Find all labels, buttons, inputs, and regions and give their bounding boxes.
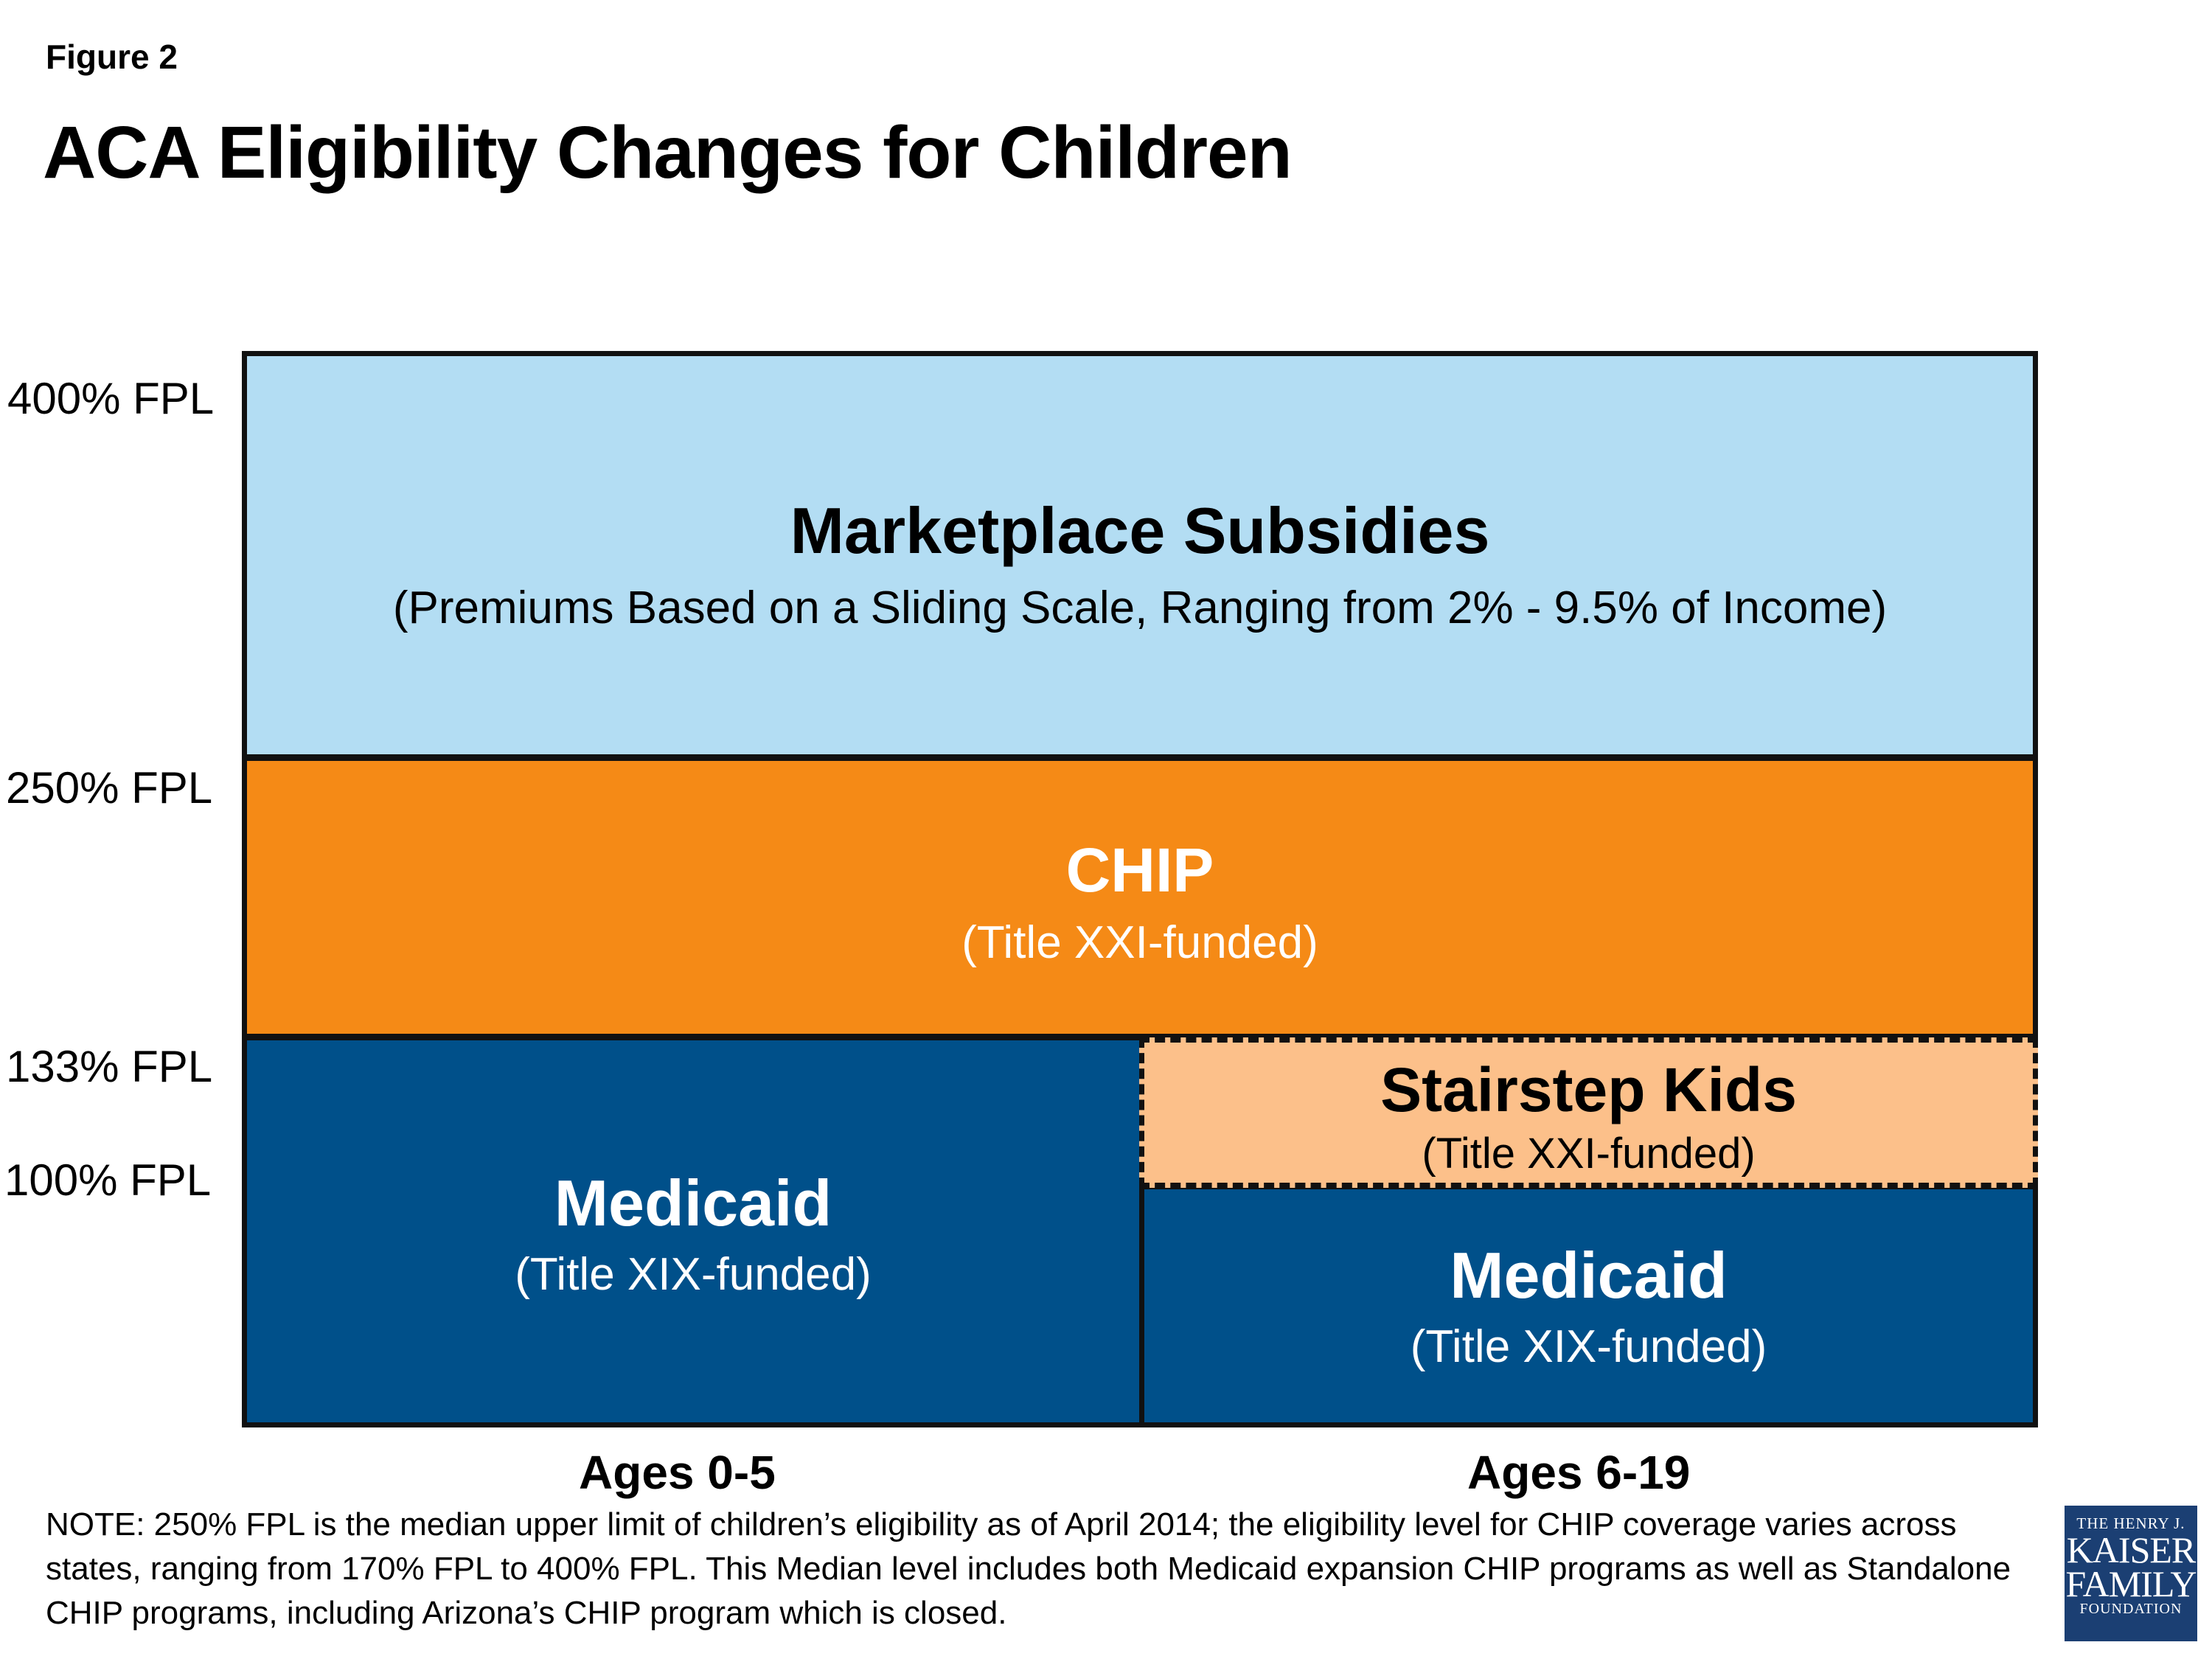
figure-label: Figure 2 <box>46 38 178 76</box>
fpl-400-label: 400% FPL <box>7 374 215 423</box>
medicaid-ages-6-19-block: Medicaid (Title XIX-funded) <box>1139 1184 2038 1427</box>
logo-line-2: KAISER <box>2066 1529 2197 1571</box>
chip-block: CHIP (Title XXI-funded) <box>242 756 2038 1039</box>
chart-title: ACA Eligibility Changes for Children <box>43 111 1293 194</box>
medicaid-ages-0-5-block: Medicaid (Title XIX-funded) <box>242 1035 1144 1427</box>
stairstep-kids-block: Stairstep Kids (Title XXI-funded) <box>1139 1037 2038 1188</box>
note-text: NOTE: 250% FPL is the median upper limit… <box>46 1506 2011 1631</box>
marketplace-heading: Marketplace Subsidies <box>790 494 1490 567</box>
age-group-0-5-label: Ages 0-5 <box>579 1446 776 1499</box>
chip-heading: CHIP <box>1065 835 1214 905</box>
stairstep-subtitle: (Title XXI-funded) <box>1422 1130 1756 1178</box>
chip-subtitle: (Title XXI-funded) <box>961 917 1318 968</box>
stairstep-heading: Stairstep Kids <box>1380 1055 1797 1124</box>
medicaid-6-19-heading: Medicaid <box>1450 1239 1728 1312</box>
fpl-250-label: 250% FPL <box>6 763 213 813</box>
medicaid-0-5-subtitle: (Title XIX-funded) <box>515 1249 872 1300</box>
logo-line-3: FAMILY <box>2065 1563 2197 1604</box>
kaiser-family-foundation-logo: THE HENRY J. KAISER FAMILY FOUNDATION <box>2065 1506 2197 1641</box>
fpl-133-label: 133% FPL <box>6 1042 213 1091</box>
fpl-100-label: 100% FPL <box>4 1155 212 1205</box>
logo-line-1: THE HENRY J. <box>2076 1514 2185 1532</box>
age-group-6-19-label: Ages 6-19 <box>1467 1446 1691 1499</box>
medicaid-6-19-subtitle: (Title XIX-funded) <box>1410 1321 1767 1372</box>
logo-line-4: FOUNDATION <box>2079 1601 2183 1617</box>
medicaid-0-5-heading: Medicaid <box>554 1166 832 1239</box>
marketplace-subsidies-block: Marketplace Subsidies (Premiums Based on… <box>242 351 2038 759</box>
marketplace-subtitle: (Premiums Based on a Sliding Scale, Rang… <box>392 582 1888 633</box>
